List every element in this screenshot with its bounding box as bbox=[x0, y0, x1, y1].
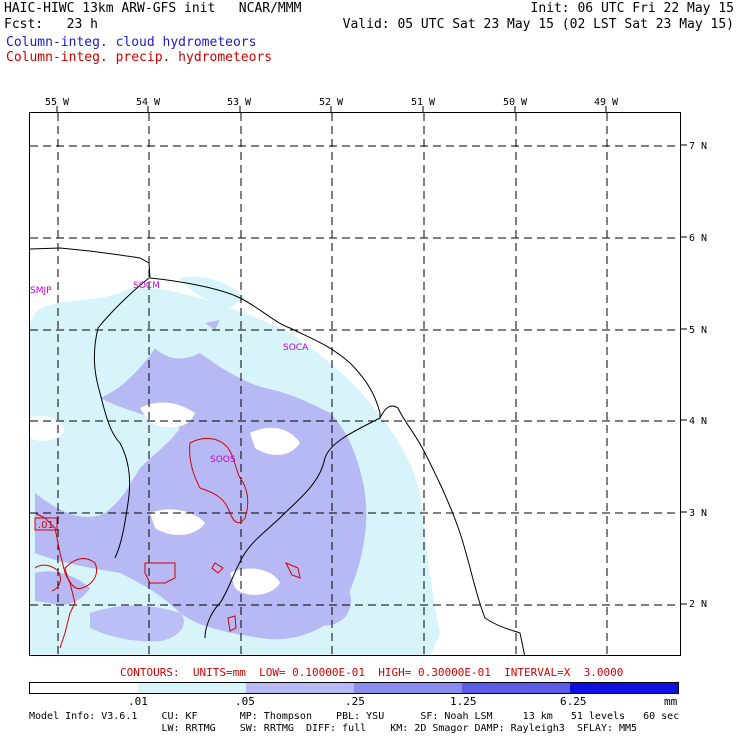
lat-label: 5 N bbox=[689, 325, 708, 336]
colorbar-segment bbox=[138, 683, 246, 693]
colorbar bbox=[29, 682, 679, 694]
station-label: SOOS bbox=[210, 455, 236, 465]
lat-label: 3 N bbox=[689, 508, 708, 519]
contour-label: .01 bbox=[38, 520, 54, 531]
colorbar-segment bbox=[570, 683, 678, 693]
station-label: SOCM bbox=[133, 281, 160, 291]
lon-label: 49 W bbox=[594, 97, 619, 108]
lon-label: 52 W bbox=[319, 97, 344, 108]
colorbar-segment bbox=[462, 683, 570, 693]
lon-label: 55 W bbox=[45, 97, 70, 108]
header-title: HAIC-HIWC 13km ARW-GFS init NCAR/MMM bbox=[4, 1, 302, 16]
lon-label: 54 W bbox=[136, 97, 161, 108]
header-forecast-hour: Fcst: 23 h bbox=[4, 17, 98, 32]
colorbar-tick: 1.25 bbox=[450, 695, 477, 708]
legend-precip-hydrometeors: Column-integ. precip. hydrometeors bbox=[6, 50, 273, 65]
model-info-line2: LW: RRTMG SW: RRTMG DIFF: full KM: 2D Sm… bbox=[29, 723, 638, 734]
colorbar-tick: .25 bbox=[345, 695, 365, 708]
lat-label: 2 N bbox=[689, 599, 708, 610]
lon-label: 53 W bbox=[227, 97, 252, 108]
coastline bbox=[30, 247, 526, 655]
colorbar-tick: 6.25 bbox=[560, 695, 587, 708]
station-label: SMJP bbox=[30, 286, 52, 296]
colorbar-segment bbox=[246, 683, 354, 693]
map-panel: .01 SMJP SOCM SOCA SOOS bbox=[29, 112, 681, 656]
colorbar-segment bbox=[354, 683, 462, 693]
precip-contours bbox=[34, 437, 301, 649]
map-canvas: .01 SMJP SOCM SOCA SOOS bbox=[30, 113, 680, 655]
contour-label-box bbox=[34, 517, 58, 531]
header-valid-time: Valid: 05 UTC Sat 23 May 15 (02 LST Sat … bbox=[342, 17, 734, 32]
header-init-time: Init: 06 UTC Fri 22 May 15 bbox=[530, 1, 735, 16]
contours-info: CONTOURS: UNITS=mm LOW= 0.10000E-01 HIGH… bbox=[120, 666, 624, 679]
colorbar-tick: .05 bbox=[235, 695, 255, 708]
lon-label: 51 W bbox=[411, 97, 436, 108]
colorbar-tick: .01 bbox=[128, 695, 148, 708]
station-label: SOCA bbox=[283, 343, 309, 353]
model-info-line1: Model Info: V3.6.1 CU: KF MP: Thompson P… bbox=[29, 711, 680, 722]
cloud-gaps bbox=[30, 402, 300, 595]
colorbar-segment bbox=[30, 683, 138, 693]
colorbar-unit: mm bbox=[664, 695, 678, 708]
lat-label: 7 N bbox=[689, 141, 708, 152]
lat-label: 6 N bbox=[689, 233, 708, 244]
legend-cloud-hydrometeors: Column-integ. cloud hydrometeors bbox=[6, 35, 257, 50]
lat-label: 4 N bbox=[689, 416, 708, 427]
lon-label: 50 W bbox=[503, 97, 528, 108]
lat-lon-grid bbox=[30, 113, 680, 655]
